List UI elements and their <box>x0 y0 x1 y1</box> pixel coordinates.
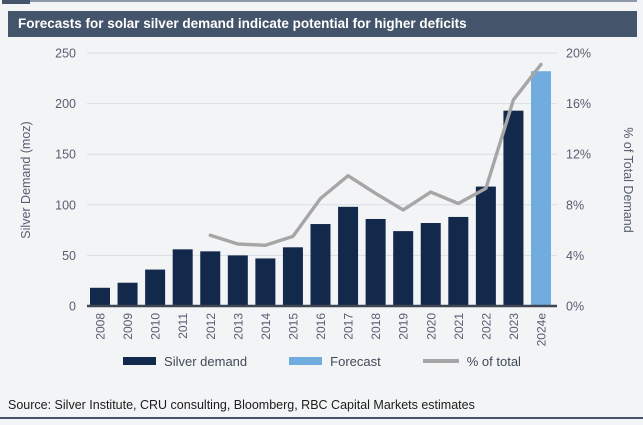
x-axis-label-2011: 2011 <box>176 313 190 339</box>
x-axis-label-2022: 2022 <box>479 313 493 340</box>
x-axis-label-2016: 2016 <box>314 313 328 340</box>
legend-label-silver-demand: Silver demand <box>164 353 248 369</box>
left-axis-tick: 150 <box>55 148 76 162</box>
bar-2009 <box>117 282 138 306</box>
left-axis-title: Silver Demand (moz) <box>19 121 33 238</box>
bar-2022 <box>475 186 496 306</box>
bar-2011 <box>172 249 193 306</box>
bar-2024e <box>531 71 551 306</box>
bar-2021 <box>448 216 469 306</box>
right-axis-tick: 12% <box>566 148 591 162</box>
bottom-divider <box>0 417 643 419</box>
bar-2014 <box>255 258 276 306</box>
x-axis-label-2015: 2015 <box>286 313 300 340</box>
x-axis-label-2023: 2023 <box>507 313 521 340</box>
legend-item-silver-demand: Silver demand <box>123 354 247 369</box>
top-divider-stub <box>2 0 30 4</box>
x-axis-label-2018: 2018 <box>369 313 383 340</box>
left-axis-tick: 200 <box>55 97 76 111</box>
silver-demand-swatch-icon <box>123 357 157 365</box>
legend-item-pct-of-total: % of total <box>422 353 521 369</box>
x-axis-label-2013: 2013 <box>231 313 245 340</box>
bar-2017 <box>338 206 359 306</box>
bar-2020 <box>420 223 441 306</box>
source-note: Source: Silver Institute, CRU consulting… <box>8 398 475 412</box>
x-axis-label-2010: 2010 <box>149 313 163 340</box>
chart-title: Forecasts for solar silver demand indica… <box>8 11 637 37</box>
x-axis-label-2012: 2012 <box>204 313 218 340</box>
x-axis-label-2014: 2014 <box>259 313 273 340</box>
x-axis-label-2020: 2020 <box>424 313 438 340</box>
bar-2012 <box>200 251 221 306</box>
bar-2015 <box>282 247 303 306</box>
right-axis-tick: 16% <box>566 97 591 111</box>
x-axis-label-2008: 2008 <box>94 313 108 340</box>
right-axis-tick: 0% <box>566 300 584 314</box>
chart-legend: Silver demand Forecast % of total <box>87 351 557 371</box>
right-axis-tick: 20% <box>566 47 591 61</box>
right-axis-tick: 8% <box>566 198 584 212</box>
legend-label-pct-of-total: % of total <box>466 353 521 369</box>
x-axis-label-2021: 2021 <box>452 313 466 340</box>
x-axis-label-2019: 2019 <box>397 313 411 340</box>
bar-2010 <box>145 269 166 306</box>
left-axis-tick: 50 <box>62 249 76 263</box>
left-axis-tick: 100 <box>55 198 76 212</box>
bar-2018 <box>365 218 386 306</box>
x-axis-label-2017: 2017 <box>342 313 356 340</box>
pct-of-total-line <box>208 62 543 248</box>
right-axis-tick: 4% <box>566 249 584 263</box>
top-divider <box>6 0 637 2</box>
legend-item-forecast: Forecast <box>289 354 381 369</box>
bar-2023 <box>503 110 524 307</box>
right-axis-title: % of Total Demand <box>621 127 635 232</box>
bar-2013 <box>227 255 248 306</box>
left-axis-tick: 250 <box>55 47 76 61</box>
bar-2019 <box>393 231 414 306</box>
bar-2016 <box>310 224 331 306</box>
left-axis-tick: 0 <box>69 300 76 314</box>
bar-2008 <box>90 287 110 306</box>
forecast-swatch-icon <box>289 357 323 365</box>
x-axis-label-2009: 2009 <box>121 313 135 340</box>
legend-label-forecast: Forecast <box>330 353 381 369</box>
pct-of-total-line-swatch-icon <box>422 359 459 363</box>
x-axis-label-2024e: 2024e <box>535 313 549 347</box>
